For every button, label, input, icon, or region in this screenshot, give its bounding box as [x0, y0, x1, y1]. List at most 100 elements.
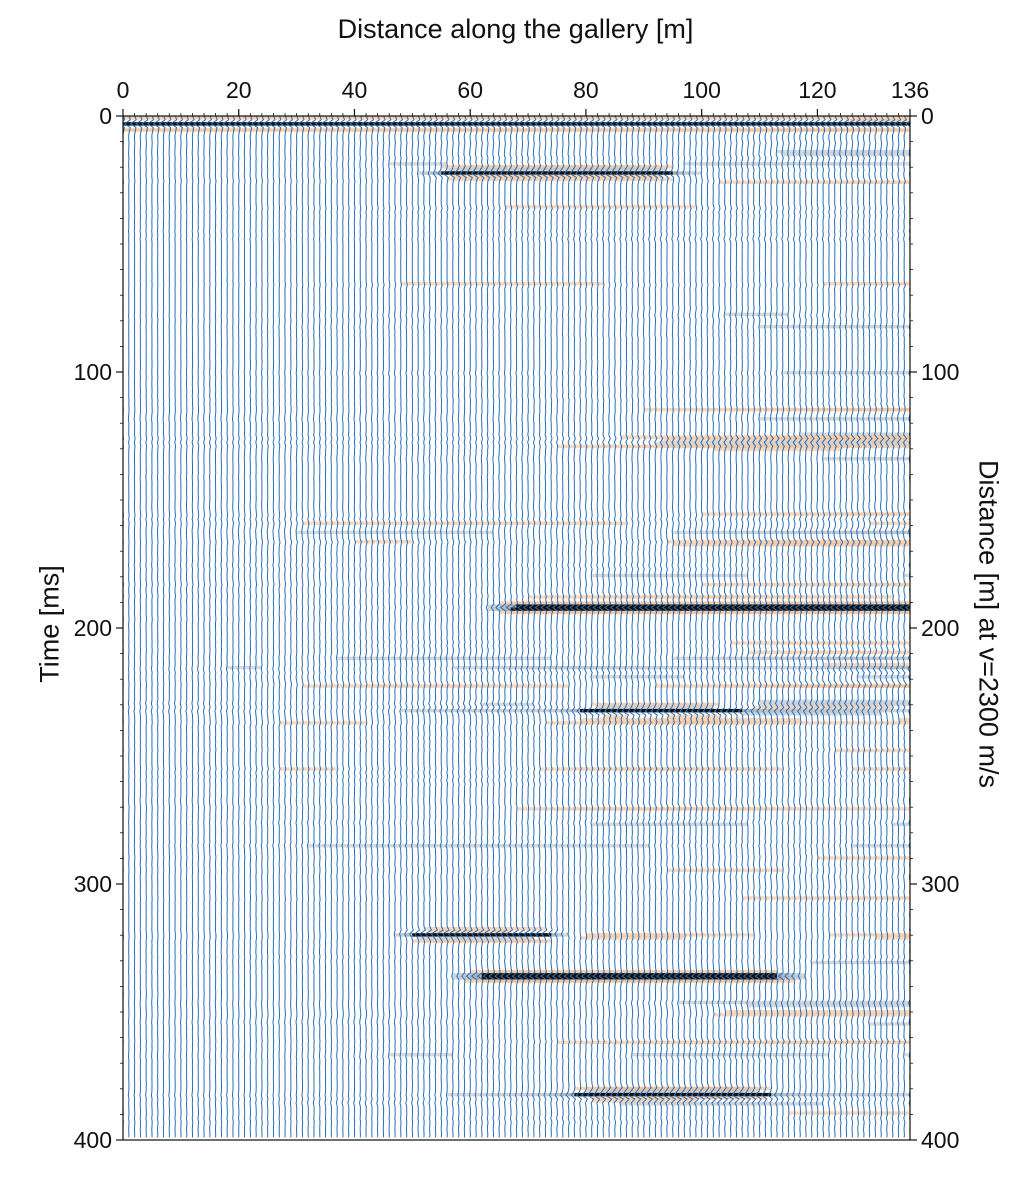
amplitude-cell: [892, 152, 899, 157]
amplitude-cell: [794, 705, 801, 710]
amplitude-cell: [736, 407, 743, 412]
amplitude-cell: [626, 595, 633, 599]
amplitude-cell: [499, 684, 506, 688]
amplitude-cell: [551, 168, 558, 172]
amplitude-cell: [626, 610, 633, 615]
amplitude-cell: [672, 116, 679, 120]
amplitude-cell: [591, 128, 598, 132]
amplitude-cell: [580, 970, 587, 974]
amplitude-cell: [470, 930, 477, 934]
amplitude-cell: [539, 128, 546, 132]
amplitude-cell: [493, 939, 500, 943]
amplitude-cell: [551, 807, 558, 811]
amplitude-cell: [614, 444, 622, 449]
amplitude-cell: [516, 939, 523, 943]
amplitude-cell: [800, 601, 807, 605]
amplitude-cell: [846, 807, 853, 811]
amplitude-cell: [811, 438, 818, 443]
amplitude-cell: [591, 601, 598, 605]
amplitude-cell: [643, 444, 650, 449]
amplitude-cell: [591, 1086, 598, 1091]
amplitude-cell: [823, 1040, 830, 1045]
amplitude-cell: [568, 607, 575, 611]
amplitude-cell: [626, 822, 633, 827]
amplitude-cell: [828, 656, 836, 661]
amplitude-cell: [539, 595, 546, 599]
amplitude-cell: [869, 162, 876, 166]
amplitude-cell: [863, 1000, 870, 1005]
y2-tick-label: 200: [921, 615, 959, 641]
amplitude-cell: [400, 128, 407, 132]
amplitude-cell: [522, 607, 529, 611]
amplitude-cell: [881, 705, 888, 710]
amplitude-cell: [759, 1003, 766, 1008]
trace-line: [511, 116, 520, 1138]
amplitude-cell: [852, 656, 859, 661]
amplitude-cell: [805, 610, 813, 615]
amplitude-cell: [765, 702, 772, 707]
amplitude-cell: [394, 539, 402, 544]
amplitude-cell: [267, 128, 274, 132]
amplitude-cell: [823, 1009, 830, 1014]
amplitude-cell: [672, 1102, 679, 1106]
amplitude-cell: [684, 607, 691, 611]
amplitude-cell: [695, 1000, 703, 1005]
amplitude-cell: [603, 665, 610, 670]
amplitude-cell: [788, 711, 795, 716]
amplitude-cell: [458, 171, 465, 175]
amplitude-cell: [881, 1092, 888, 1097]
amplitude-cell: [881, 281, 888, 286]
amplitude-cell: [354, 530, 361, 535]
amplitude-cell: [719, 610, 726, 615]
amplitude-cell: [371, 128, 379, 132]
amplitude-cell: [666, 718, 674, 722]
amplitude-cell: [342, 530, 350, 535]
amplitude-cell: [383, 684, 390, 688]
amplitude-cell: [811, 684, 818, 688]
amplitude-cell: [719, 708, 726, 713]
amplitude-cell: [892, 456, 899, 461]
amplitude-cell: [863, 128, 870, 132]
amplitude-cell: [643, 1089, 650, 1094]
amplitude-cell: [736, 868, 743, 873]
amplitude-cell: [875, 417, 882, 421]
amplitude-cell: [730, 447, 737, 452]
amplitude-cell: [759, 665, 766, 670]
amplitude-cell: [701, 656, 708, 661]
amplitude-cell: [875, 699, 882, 704]
amplitude-cell: [742, 1013, 749, 1017]
amplitude-cell: [666, 1092, 674, 1097]
amplitude-cell: [881, 896, 888, 900]
amplitude-cell: [620, 1040, 627, 1045]
amplitude-cell: [846, 856, 853, 860]
amplitude-cell: [805, 149, 813, 154]
amplitude-cell: [661, 441, 668, 446]
amplitude-cell: [782, 711, 789, 716]
amplitude-cell: [794, 417, 801, 421]
amplitude-cell: [898, 116, 905, 120]
amplitude-cell: [794, 122, 801, 126]
amplitude-cell: [614, 1086, 622, 1091]
amplitude-cell: [342, 521, 350, 525]
amplitude-cell: [672, 539, 679, 544]
trace-line: [580, 116, 589, 1138]
amplitude-cell: [661, 407, 668, 412]
amplitude-cell: [620, 1086, 627, 1091]
amplitude-cell: [510, 281, 517, 286]
amplitude-cell: [638, 435, 645, 439]
amplitude-cell: [585, 1086, 593, 1091]
amplitude-cell: [759, 1095, 766, 1100]
amplitude-cell: [516, 976, 523, 980]
amplitude-cell: [452, 939, 460, 943]
x-tick-label: 60: [457, 77, 483, 103]
amplitude-cell: [580, 979, 587, 983]
amplitude-cell: [759, 702, 766, 707]
amplitude-cell: [557, 1040, 564, 1045]
amplitude-cell: [834, 444, 841, 449]
amplitude-cell: [771, 122, 778, 126]
x-tick-label: 120: [798, 77, 836, 103]
amplitude-cell: [319, 128, 326, 132]
amplitude-cell: [759, 610, 766, 615]
amplitude-cell: [892, 1022, 899, 1026]
amplitude-cell: [649, 976, 656, 980]
